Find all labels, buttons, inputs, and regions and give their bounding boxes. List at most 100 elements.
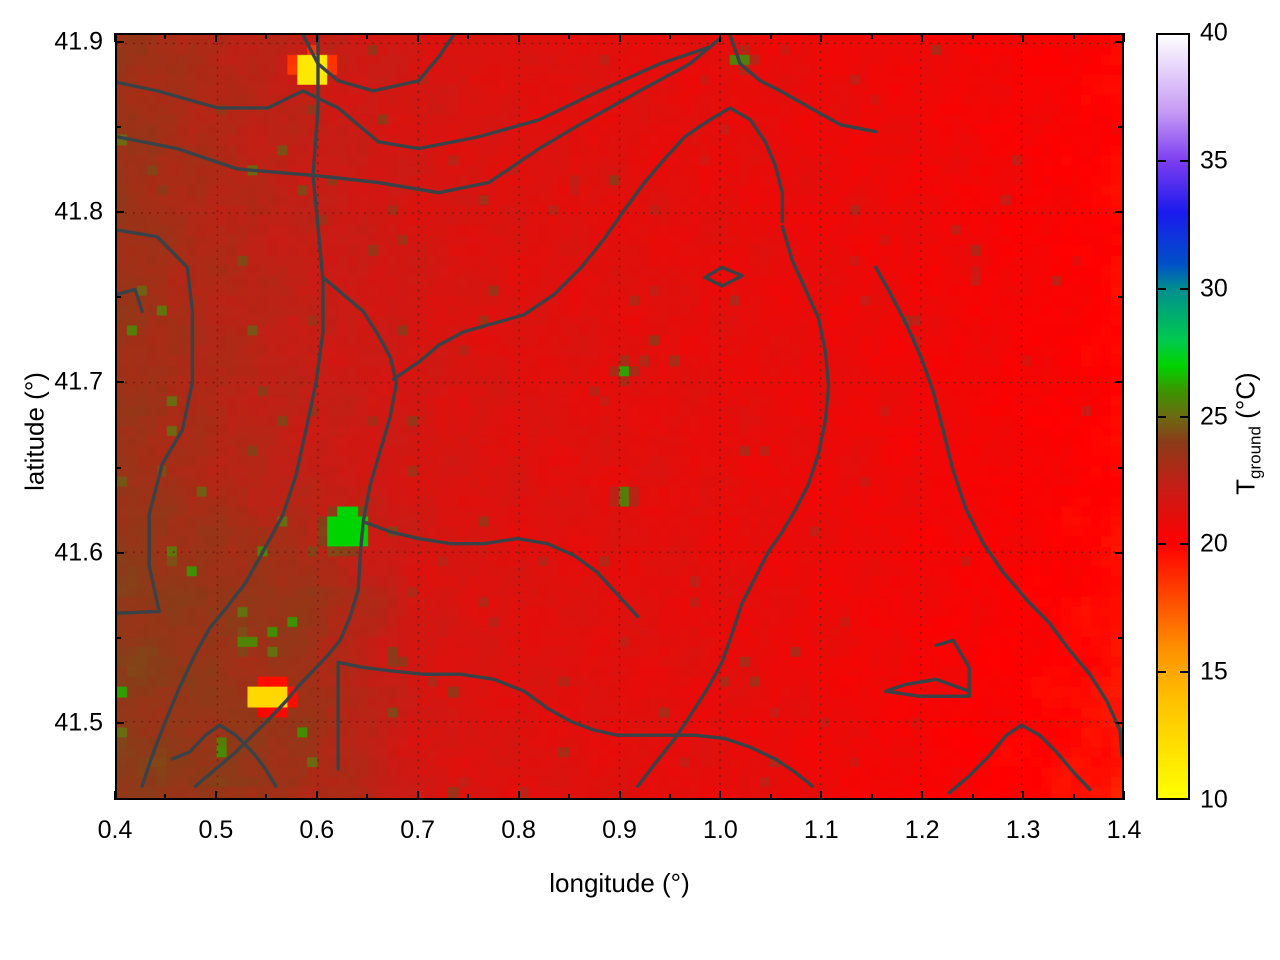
x-tick-label: 1.3 [1005,816,1041,844]
y-tick-major [1115,722,1124,725]
y-tick-label: 41.7 [54,367,103,396]
x-tick-minor [1072,794,1075,800]
x-tick-minor [568,33,571,39]
y-tick-major [115,40,124,43]
colorbar-label-sub: ground [1245,426,1265,479]
colorbar-tick-label: 20 [1200,529,1228,558]
x-tick-minor [870,33,873,39]
x-tick-label: 0.8 [501,816,536,844]
x-tick-label: 0.9 [602,816,637,844]
colorbar-tick-label: 25 [1200,402,1228,430]
y-tick-minor [1118,637,1124,640]
x-tick-minor [971,33,974,39]
x-tick-minor [265,33,268,39]
x-tick-minor [971,794,974,800]
x-tick-major [214,791,217,800]
colorbar-tick [1156,159,1166,162]
colorbar-tick-label: 35 [1200,146,1228,175]
y-tick-minor [115,296,121,299]
colorbar-tick [1180,415,1190,418]
x-tick-minor [366,33,369,39]
colorbar-label-main: T [1230,478,1261,495]
colorbar-tick [1180,159,1190,162]
x-tick-major [820,33,823,42]
x-tick-minor [164,794,167,800]
x-tick-major [517,791,520,800]
y-tick-label: 41.9 [54,27,103,56]
x-tick-label: 1.0 [703,816,738,844]
y-tick-minor [115,637,121,640]
colorbar-tick-label: 30 [1200,274,1228,303]
x-tick-label: 1.4 [1106,816,1142,844]
colorbar-tick [1156,287,1166,290]
x-tick-minor [870,794,873,800]
y-tick-minor [1118,125,1124,128]
x-tick-minor [668,794,671,800]
x-tick-major [820,791,823,800]
x-tick-minor [769,794,772,800]
x-tick-major [719,791,722,800]
x-tick-major [315,33,318,42]
y-tick-minor [1118,466,1124,469]
x-tick-label: 1.1 [803,816,839,844]
y-tick-major [115,210,124,213]
x-tick-minor [668,33,671,39]
heatmap-canvas [117,35,1122,798]
colorbar-tick [1156,415,1166,418]
x-tick-major [416,33,419,42]
y-tick-major [1115,381,1124,384]
colorbar-tick [1156,671,1166,674]
colorbar-tick-label: 10 [1200,785,1228,814]
y-tick-label: 41.6 [54,538,103,567]
x-tick-major [1022,791,1025,800]
x-tick-minor [769,33,772,39]
x-tick-minor [467,33,470,39]
x-tick-major [517,33,520,42]
x-tick-major [719,33,722,42]
x-tick-major [618,791,621,800]
colorbar-tick [1180,543,1190,546]
x-tick-major [921,791,924,800]
x-tick-major [114,33,116,42]
colorbar-label: Tground (°C) [1230,284,1265,584]
y-tick-major [115,381,124,384]
x-tick-label: 0.4 [97,816,133,844]
x-axis-label: longitude (°) [549,868,690,898]
x-tick-major [1022,33,1025,42]
y-tick-major [115,722,124,725]
plot-area [115,33,1124,800]
y-tick-minor [1118,296,1124,299]
colorbar-tick [1156,543,1166,546]
colorbar-tick-label: 15 [1200,657,1228,686]
x-tick-minor [265,794,268,800]
x-tick-major [921,33,924,42]
x-tick-major [315,791,318,800]
x-tick-label: 0.6 [299,816,335,844]
x-tick-label: 0.7 [400,816,436,844]
colorbar-tick-label: 40 [1200,18,1228,47]
x-tick-minor [366,794,369,800]
y-tick-major [115,551,124,554]
x-tick-major [1123,33,1125,42]
x-tick-label: 0.5 [198,816,234,844]
x-tick-major [214,33,217,42]
x-tick-minor [568,794,571,800]
x-tick-label: 1.2 [904,816,940,844]
y-tick-label: 41.5 [54,708,103,737]
colorbar-tick [1180,287,1190,290]
y-tick-major [1115,40,1124,43]
x-tick-minor [467,794,470,800]
y-tick-label: 41.8 [54,197,103,226]
y-tick-minor [115,466,121,469]
y-tick-major [1115,210,1124,213]
y-tick-minor [115,125,121,128]
colorbar-tick [1180,671,1190,674]
x-tick-minor [1072,33,1075,39]
x-tick-minor [164,33,167,39]
colorbar-label-unit: (°C) [1230,372,1261,427]
x-tick-major [618,33,621,42]
x-tick-major [416,791,419,800]
y-tick-major [1115,551,1124,554]
y-axis-label: latitude (°) [19,372,50,491]
